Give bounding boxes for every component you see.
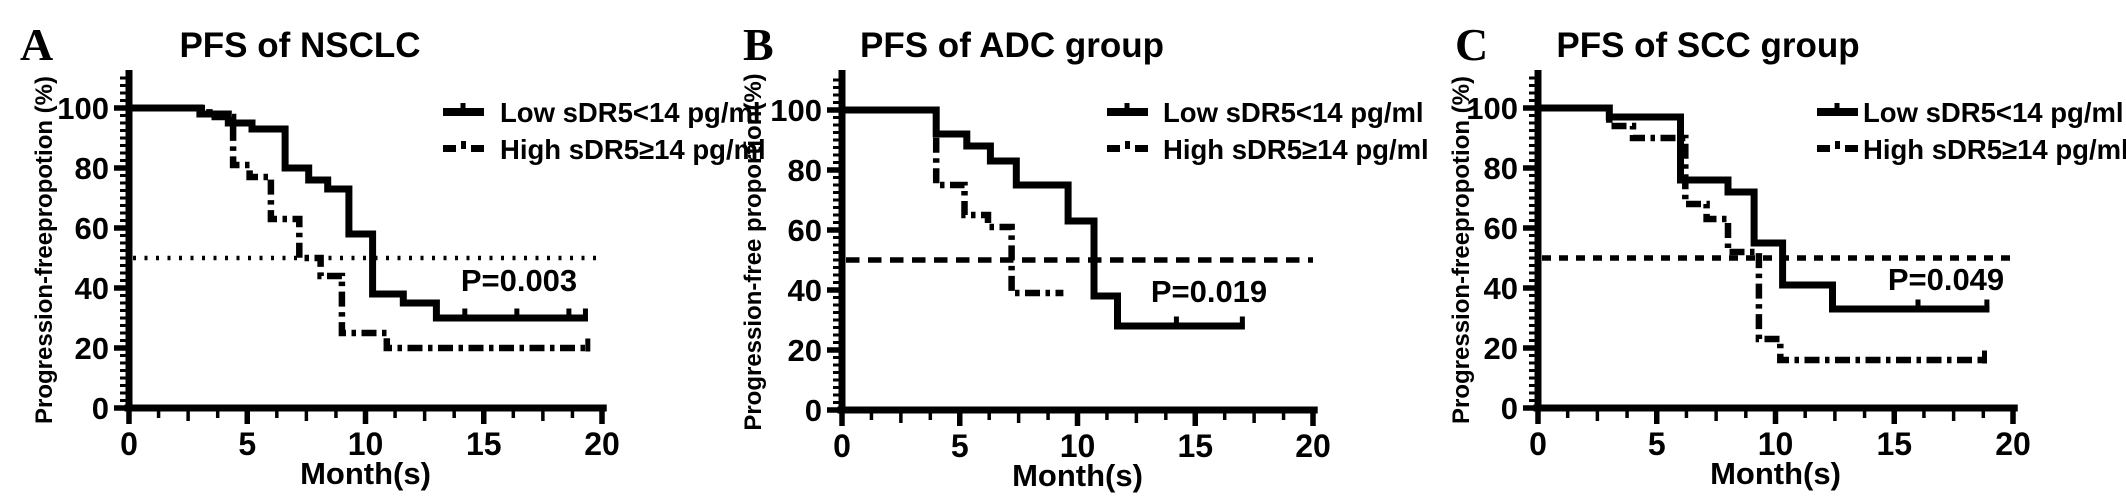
y-tick-label: 60: [75, 211, 109, 246]
x-tick-label: 5: [951, 428, 969, 464]
y-tick-label: 80: [788, 153, 822, 188]
legend-key-dash: [1135, 145, 1148, 152]
p-value-label: P=0.049: [1888, 262, 2004, 297]
x-tick-label: 15: [1177, 428, 1213, 464]
low-sdr5-curve: [842, 106, 1245, 330]
x-tick-label: 20: [584, 426, 620, 462]
y-tick-label: 100: [57, 91, 109, 126]
legend-key-dot: [461, 141, 466, 149]
y-tick-label: 80: [1484, 151, 1518, 186]
legend-label: Low sDR5<14 pg/ml: [1863, 97, 2124, 128]
y-tick-label: 40: [788, 273, 822, 308]
chart-title: PFS of NSCLC: [179, 26, 420, 65]
legend-key-dash: [1817, 145, 1830, 152]
x-tick-label: 10: [1060, 428, 1096, 464]
x-axis-label: Month(s): [1012, 458, 1143, 493]
x-axis-label: Month(s): [300, 456, 431, 491]
legend-key-dash: [443, 145, 456, 152]
legend-key-dash: [1107, 145, 1120, 152]
x-tick-label: 20: [1995, 426, 2031, 462]
p-value-label: P=0.003: [461, 263, 577, 298]
x-tick-label: 10: [348, 426, 384, 462]
legend-key-dot: [1835, 141, 1840, 149]
legend-key-dash: [1845, 145, 1858, 152]
y-axis-label: Progression-free proportion(%): [740, 73, 767, 430]
x-tick-label: 15: [466, 426, 502, 462]
km-panel-c: C PFS of SCC group Progression-freepropoti…: [1448, 19, 2126, 491]
y-tick-label: 40: [75, 271, 109, 306]
x-tick-label: 15: [1876, 426, 1912, 462]
y-tick-label: 80: [75, 151, 109, 186]
x-tick-label: 0: [1529, 426, 1547, 462]
high-sdr5-curve: [1538, 104, 1987, 364]
high-sdr5-curve: [842, 106, 1064, 297]
y-axis-label: Progression-freepropotion (%): [31, 76, 58, 424]
panel-letter: C: [1455, 19, 1488, 70]
legend-key-dash: [471, 145, 484, 152]
legend-label: Low sDR5<14 pg/ml: [500, 97, 761, 128]
y-tick-label: 20: [75, 331, 109, 366]
x-tick-label: 5: [238, 426, 256, 462]
low-sdr5-curve: [1538, 104, 1990, 313]
legend-label: High sDR5≥14 pg/ml: [1863, 134, 2126, 165]
legend-key-dot: [1125, 141, 1130, 149]
y-tick-label: 60: [1484, 211, 1518, 246]
chart-title: PFS of SCC group: [1556, 26, 1859, 65]
y-axis-label: Progression-freepropotion (%): [1448, 76, 1475, 424]
km-panel-a: A PFS of NSCLC Progression-freepropotion (…: [20, 19, 766, 491]
y-tick-label: 100: [1466, 91, 1518, 126]
chart-title: PFS of ADC group: [860, 26, 1164, 65]
p-value-label: P=0.019: [1151, 274, 1267, 309]
y-tick-label: 0: [805, 393, 822, 428]
x-tick-label: 0: [120, 426, 138, 462]
x-tick-label: 5: [1648, 426, 1666, 462]
km-panel-b: B PFS of ADC group Progression-free propor…: [740, 19, 1429, 493]
y-tick-label: 100: [770, 93, 822, 128]
x-tick-label: 10: [1758, 426, 1794, 462]
y-tick-label: 0: [1501, 391, 1518, 426]
x-tick-label: 20: [1295, 428, 1331, 464]
legend-label: High sDR5≥14 pg/ml: [1163, 134, 1429, 165]
x-axis-label: Month(s): [1710, 456, 1841, 491]
low-sdr5-curve: [129, 104, 588, 322]
high-sdr5-curve: [129, 104, 591, 352]
y-tick-label: 20: [1484, 331, 1518, 366]
x-tick-label: 0: [833, 428, 851, 464]
y-tick-label: 60: [788, 213, 822, 248]
y-tick-label: 20: [788, 333, 822, 368]
panel-letter: A: [20, 19, 53, 70]
legend-label: Low sDR5<14 pg/ml: [1163, 97, 1424, 128]
y-tick-label: 40: [1484, 271, 1518, 306]
y-tick-label: 0: [92, 391, 109, 426]
panel-letter: B: [743, 19, 774, 70]
legend-label: High sDR5≥14 pg/ml: [500, 134, 766, 165]
